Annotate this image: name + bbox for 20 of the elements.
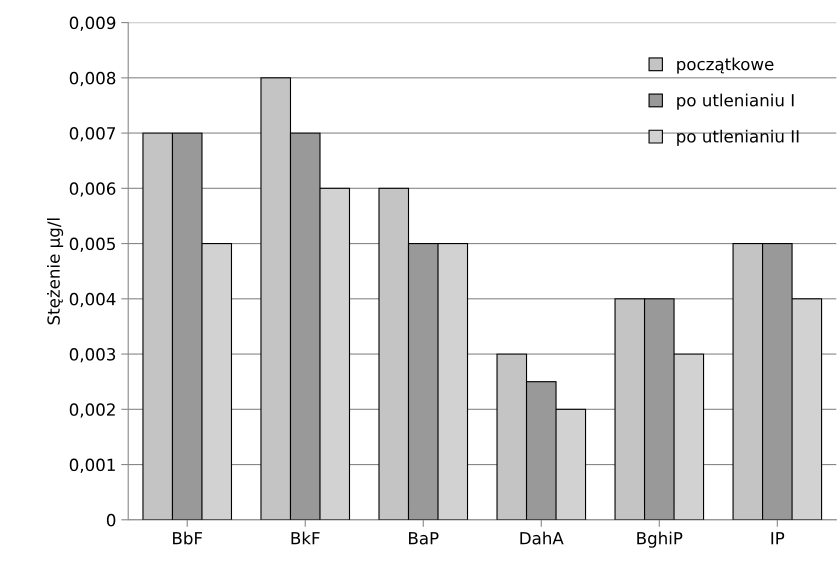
legend-label: początkowe — [677, 57, 774, 74]
y-tick-label: 0,001 — [70, 458, 115, 473]
y-tick-label: 0 — [106, 514, 116, 526]
legend-label: po utlenianiu II — [677, 130, 798, 146]
y-tick-label: 0,007 — [70, 127, 115, 142]
y-tick-label: 0,004 — [70, 292, 116, 308]
x-tick-label: BaP — [409, 532, 439, 545]
y-tick-label: 0,009 — [70, 16, 116, 31]
y-tick-label: 0,003 — [70, 348, 116, 362]
x-tick-label: BbF — [173, 532, 202, 545]
y-tick-label: 0,008 — [70, 72, 116, 86]
y-tick-label: 0,005 — [70, 238, 115, 252]
x-tick-label: BkF — [292, 532, 320, 544]
legend-label: po utlenianiu I — [677, 94, 794, 110]
y-tick-label: 0,002 — [70, 403, 115, 418]
x-tick-label: BghiP — [637, 532, 682, 548]
y-axis-title: Stężenie µg/l — [47, 218, 64, 324]
x-tick-label: DahA — [520, 532, 564, 545]
x-tick-label: IP — [771, 532, 784, 544]
y-tick-label: 0,006 — [70, 182, 116, 197]
